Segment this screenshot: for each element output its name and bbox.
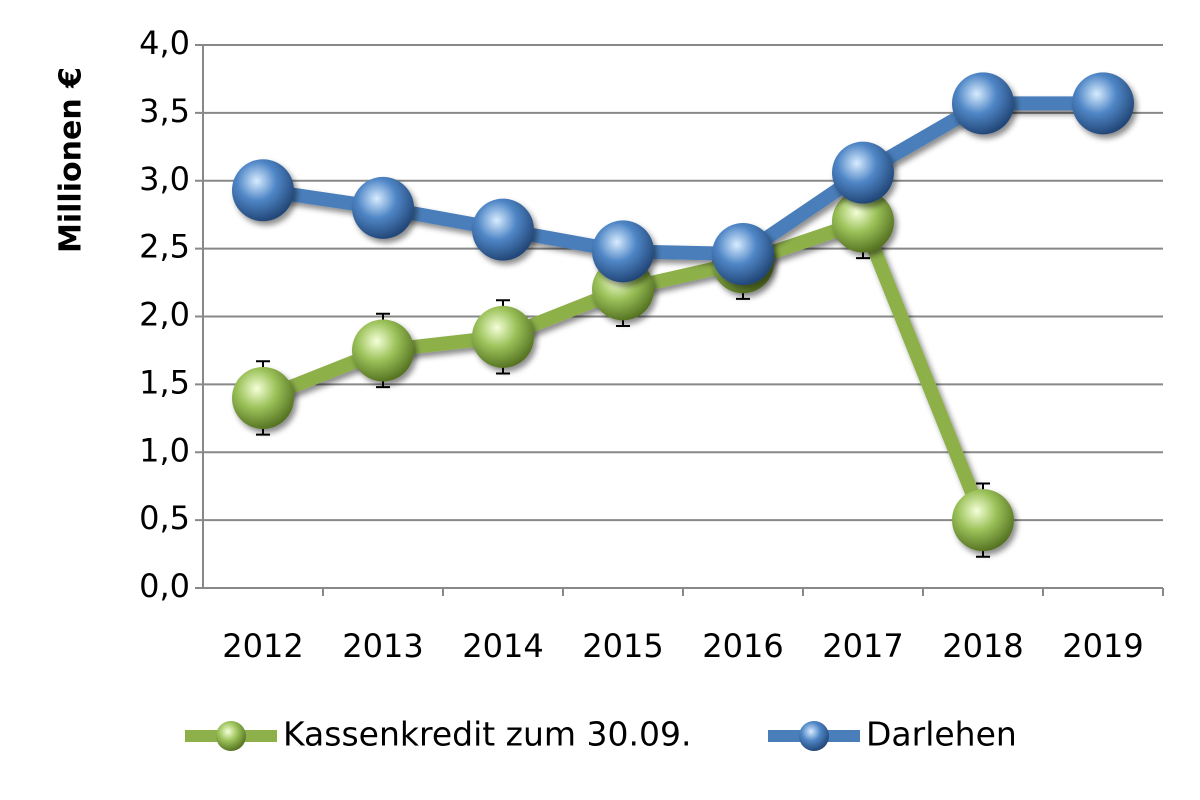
marker bbox=[232, 159, 294, 222]
marker bbox=[472, 305, 534, 368]
y-tick-label: 2,0 bbox=[139, 296, 190, 334]
y-tick-label: 1,0 bbox=[139, 431, 190, 469]
y-tick-label: 2,5 bbox=[139, 228, 190, 266]
marker bbox=[472, 198, 534, 261]
marker bbox=[832, 190, 894, 253]
legend-marker bbox=[216, 721, 246, 751]
legend-marker bbox=[799, 721, 829, 751]
y-tick-label: 3,0 bbox=[139, 160, 190, 198]
marker bbox=[352, 176, 414, 239]
x-tick-label: 2017 bbox=[822, 627, 903, 665]
marker bbox=[952, 489, 1014, 552]
marker bbox=[352, 319, 414, 382]
legend-label: Darlehen bbox=[866, 715, 1017, 754]
marker bbox=[1072, 72, 1134, 135]
x-tick-label: 2015 bbox=[582, 627, 663, 665]
x-tick-label: 2018 bbox=[942, 627, 1023, 665]
y-tick-label: 3,5 bbox=[139, 92, 190, 130]
marker bbox=[712, 223, 774, 286]
y-tick-label: 0,0 bbox=[139, 567, 190, 605]
marker bbox=[592, 220, 654, 283]
x-tick-label: 2013 bbox=[342, 627, 423, 665]
x-tick-label: 2014 bbox=[462, 627, 543, 665]
x-tick-label: 2012 bbox=[222, 627, 303, 665]
marker bbox=[232, 366, 294, 429]
y-axis-title: Millionen € bbox=[54, 67, 89, 253]
y-tick-label: 1,5 bbox=[139, 363, 190, 401]
y-tick-label: 0,5 bbox=[139, 499, 190, 537]
x-tick-label: 2016 bbox=[702, 627, 783, 665]
legend-label: Kassenkredit zum 30.09. bbox=[283, 715, 692, 754]
marker bbox=[832, 141, 894, 204]
y-tick-label: 4,0 bbox=[139, 24, 190, 62]
marker bbox=[952, 72, 1014, 135]
x-tick-label: 2019 bbox=[1062, 627, 1143, 665]
